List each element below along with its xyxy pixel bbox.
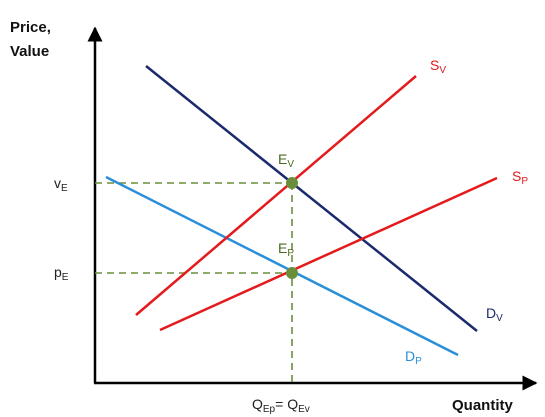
- dp-label: DP: [405, 348, 422, 367]
- dv-label: DV: [486, 305, 503, 324]
- ep-label: EP: [278, 240, 294, 259]
- ep-point: [286, 267, 298, 279]
- dp-curve: [105, 175, 459, 357]
- x-axis-title: Quantity: [452, 397, 513, 414]
- tick-label-ve: vE: [54, 175, 68, 194]
- tick-label-q: QEp= QEv: [252, 396, 310, 415]
- sv-label: SV: [430, 57, 446, 76]
- sp-curve: [159, 176, 498, 332]
- tick-label-pe: pE: [54, 264, 69, 283]
- sp-label: SP: [512, 168, 528, 187]
- y-axis-title-line1: Price,: [10, 19, 51, 36]
- ev-label: EV: [278, 151, 294, 170]
- sv-curve: [135, 75, 417, 316]
- dv-curve: [145, 65, 478, 332]
- ev-point: [286, 177, 298, 189]
- y-axis-title-line2: Value: [10, 43, 49, 60]
